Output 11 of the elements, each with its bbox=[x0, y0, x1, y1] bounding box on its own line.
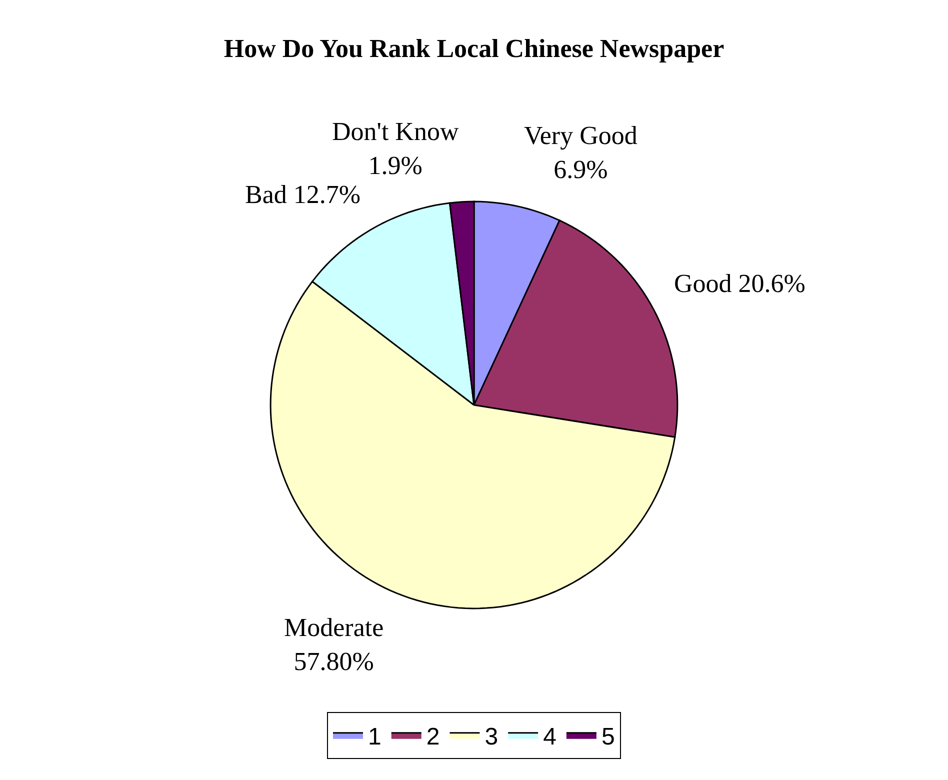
data-label: Don't Know 1.9% bbox=[332, 117, 459, 180]
chart-title: How Do You Rank Local Chinese Newspaper bbox=[224, 34, 724, 64]
legend-label: 2 bbox=[426, 723, 440, 750]
legend-label: 4 bbox=[543, 723, 556, 750]
data-label: Very Good 6.9% bbox=[524, 121, 638, 184]
legend-label: 3 bbox=[484, 723, 498, 750]
data-label: Moderate 57.80% bbox=[284, 613, 384, 676]
legend-label: 5 bbox=[601, 723, 615, 750]
legend-label: 1 bbox=[368, 723, 382, 750]
data-label: Bad 12.7% bbox=[245, 180, 361, 209]
data-label: Good 20.6% bbox=[674, 269, 806, 298]
